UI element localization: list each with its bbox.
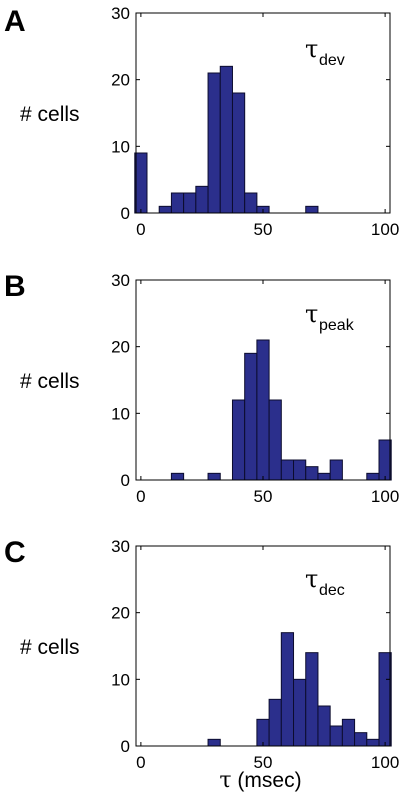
bar	[170, 192, 185, 214]
bar	[244, 352, 258, 481]
bar	[354, 732, 368, 747]
axes-frame	[135, 545, 391, 747]
panel-letter: B	[4, 270, 26, 303]
x-tick-label: 50	[254, 487, 273, 506]
x-tick-label: 0	[136, 753, 145, 772]
bar	[195, 185, 209, 214]
y-tick-label: 20	[111, 604, 130, 623]
bar	[366, 738, 380, 747]
bar	[231, 92, 246, 214]
bar	[329, 459, 343, 481]
y-tick-label: 0	[121, 204, 130, 223]
bar	[378, 439, 392, 481]
tau-annotation: τ	[305, 565, 318, 593]
y-tick-label: 0	[121, 737, 130, 756]
tau-annotation: τ	[305, 35, 318, 63]
bar	[280, 632, 295, 747]
y-tick-label: 30	[111, 537, 130, 556]
bar	[170, 472, 185, 481]
y-axis-label: # cells	[20, 370, 80, 393]
bar	[207, 738, 221, 747]
x-tick-label: 100	[371, 487, 399, 506]
y-tick-label: 20	[111, 338, 130, 357]
y-tick-label: 0	[121, 471, 130, 490]
bar	[244, 192, 258, 214]
tau-annotation-subscript: dev	[319, 52, 345, 69]
panel-c: 0 10 20 30 0 50 100 C # cells τ dec	[4, 536, 399, 772]
bar	[293, 459, 307, 481]
bar	[207, 472, 221, 481]
bar	[366, 472, 380, 481]
y-axis-label: # cells	[20, 636, 80, 659]
bar	[341, 718, 356, 747]
y-tick-label: 20	[111, 71, 130, 90]
x-tick-label: 100	[371, 753, 399, 772]
bar	[256, 339, 270, 481]
x-axis-label-symbol: τ	[219, 768, 232, 793]
tau-annotation: τ	[305, 300, 318, 328]
bar	[305, 466, 319, 481]
x-tick-label: 50	[254, 753, 273, 772]
bar	[317, 472, 331, 481]
axes-frame	[135, 12, 391, 214]
bar	[207, 72, 221, 214]
bar	[329, 725, 343, 747]
bar	[317, 705, 331, 747]
bar	[268, 399, 282, 481]
tau-annotation-subscript: dec	[319, 582, 345, 599]
tau-annotation-subscript: peak	[319, 317, 355, 334]
y-tick-label: 30	[111, 271, 130, 290]
x-axis-label-text: (msec)	[231, 769, 302, 792]
bar	[280, 459, 295, 481]
bar	[134, 152, 148, 214]
x-axis-label: τ (msec)	[0, 768, 403, 793]
y-tick-label: 10	[111, 404, 130, 423]
bar	[231, 399, 246, 481]
y-tick-label: 10	[111, 137, 130, 156]
x-tick-label: 0	[136, 487, 145, 506]
bar	[158, 205, 172, 214]
panel-a: 0 10 20 30 0 50 100 A # cells τ dev	[4, 4, 399, 239]
bar	[219, 65, 233, 214]
x-tick-label: 100	[371, 220, 399, 239]
panel-b: 0 10 20 30 0 50 100 B # cells τ peak	[4, 270, 399, 506]
x-tick-label: 50	[254, 220, 273, 239]
bar	[305, 652, 319, 747]
bar	[378, 652, 392, 747]
bar	[305, 205, 319, 214]
y-tick-label: 10	[111, 670, 130, 689]
panel-letter: C	[4, 536, 26, 569]
x-tick-label: 0	[136, 220, 145, 239]
bar	[268, 698, 282, 747]
y-tick-label: 30	[111, 4, 130, 23]
panel-letter: A	[4, 5, 26, 38]
y-axis-label: # cells	[20, 103, 80, 126]
bar	[183, 192, 197, 214]
bar	[293, 678, 307, 747]
